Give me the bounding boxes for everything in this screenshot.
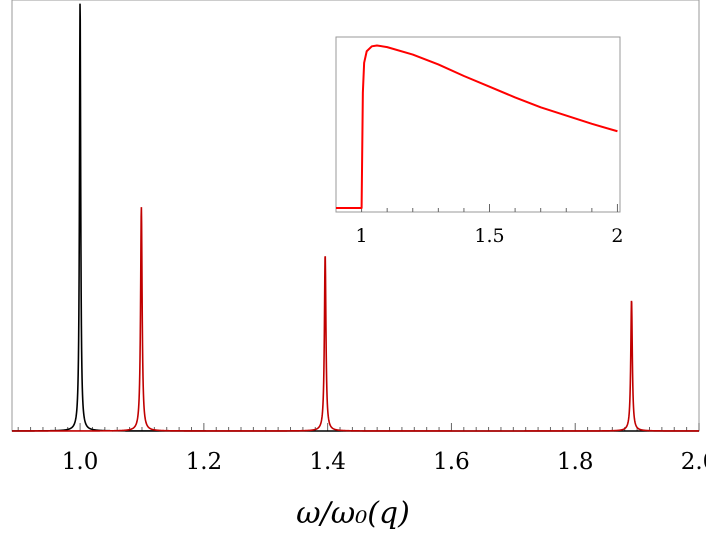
x-axis-title: ω/ω₀(q) <box>296 496 410 531</box>
main-plot: 1.0 1.2 1.4 1.6 1.8 2.0 <box>11 0 706 475</box>
x-tick-label: 1.2 <box>186 449 223 475</box>
x-tick-label: 1.8 <box>557 449 594 475</box>
inset-x-tick-label: 1.5 <box>474 225 504 247</box>
x-tick-label: 1.0 <box>62 449 99 475</box>
series-line-1 <box>12 207 699 432</box>
inset-plot: 1 1.5 2 <box>335 36 623 247</box>
inset-series-line-0 <box>336 44 618 209</box>
x-tick-label: 2.0 <box>681 449 706 475</box>
x-tick-label: 1.4 <box>309 449 346 475</box>
inset-frame <box>335 36 621 213</box>
inset-x-tick-label: 2 <box>611 225 623 247</box>
inset-x-tick-label: 1 <box>356 225 368 247</box>
x-tick-label: 1.6 <box>433 449 470 475</box>
